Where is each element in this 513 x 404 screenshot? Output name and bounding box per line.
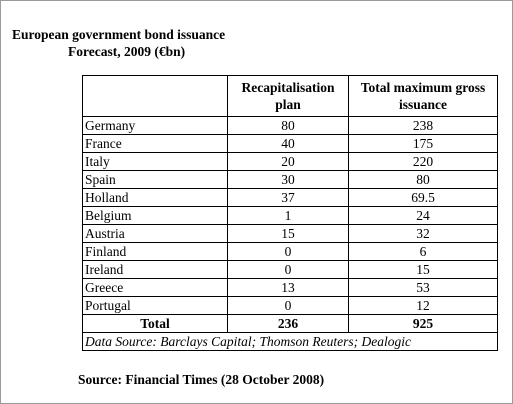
total-label: Total [82, 314, 228, 333]
footer-source: Source: Financial Times (28 October 2008… [78, 372, 325, 387]
total-recap-value: 236 [227, 314, 349, 333]
header-total-gross-issuance: Total maximum gross issuance [348, 75, 498, 117]
recap-cell: 0 [227, 296, 349, 315]
country-cell: Spain [82, 170, 228, 189]
table-row: Spain 30 80 [82, 170, 498, 189]
country-cell: Holland [82, 188, 228, 207]
table-row: Germany 80 238 [82, 116, 498, 135]
total-issuance-cell: 6 [348, 242, 498, 261]
table-header-row: Recapitalisation plan Total maximum gros… [82, 75, 498, 117]
country-cell: Greece [82, 278, 228, 297]
recap-cell: 20 [227, 152, 349, 171]
recap-cell: 37 [227, 188, 349, 207]
total-issuance-cell: 238 [348, 116, 498, 135]
table-row: Italy 20 220 [82, 152, 498, 171]
header-country [82, 75, 228, 117]
country-cell: Germany [82, 116, 228, 135]
total-issuance-cell: 12 [348, 296, 498, 315]
data-source-row: Data Source: Barclays Capital; Thomson R… [82, 332, 498, 351]
country-cell: Finland [82, 242, 228, 261]
total-issuance-cell: 69.5 [348, 188, 498, 207]
table-body: Germany 80 238 France 40 175 Italy 20 220 Spain 30… [82, 116, 498, 315]
recap-cell: 13 [227, 278, 349, 297]
header-recapitalisation-plan: Recapitalisation plan [227, 75, 349, 117]
table-row: France 40 175 [82, 134, 498, 153]
table-row: Ireland 0 15 [82, 260, 498, 279]
recap-cell: 80 [227, 116, 349, 135]
table-total-row: Total 236 925 [82, 314, 498, 333]
total-issuance-cell: 175 [348, 134, 498, 153]
table-row: Belgium 1 24 [82, 206, 498, 225]
document-subtitle: Forecast, 2009 (€bn) [68, 44, 186, 59]
total-issuance-cell: 53 [348, 278, 498, 297]
bond-issuance-table: Recapitalisation plan Total maximum gros… [82, 75, 498, 351]
total-issuance-cell: 220 [348, 152, 498, 171]
country-cell: Austria [82, 224, 228, 243]
total-issuance-cell: 32 [348, 224, 498, 243]
country-cell: Ireland [82, 260, 228, 279]
country-cell: Belgium [82, 206, 228, 225]
recap-cell: 1 [227, 206, 349, 225]
country-cell: Italy [82, 152, 228, 171]
country-cell: France [82, 134, 228, 153]
table-row: Austria 15 32 [82, 224, 498, 243]
total-issuance-cell: 15 [348, 260, 498, 279]
table-row: Holland 37 69.5 [82, 188, 498, 207]
recap-cell: 15 [227, 224, 349, 243]
recap-cell: 0 [227, 242, 349, 261]
data-source-note: Data Source: Barclays Capital; Thomson R… [82, 332, 498, 351]
country-cell: Portugal [82, 296, 228, 315]
recap-cell: 40 [227, 134, 349, 153]
table-row: Greece 13 53 [82, 278, 498, 297]
table-row: Finland 0 6 [82, 242, 498, 261]
recap-cell: 30 [227, 170, 349, 189]
table-row: Portugal 0 12 [82, 296, 498, 315]
recap-cell: 0 [227, 260, 349, 279]
document-title: European government bond issuance [12, 27, 226, 42]
total-issuance-cell: 80 [348, 170, 498, 189]
total-issuance-value: 925 [348, 314, 498, 333]
total-issuance-cell: 24 [348, 206, 498, 225]
